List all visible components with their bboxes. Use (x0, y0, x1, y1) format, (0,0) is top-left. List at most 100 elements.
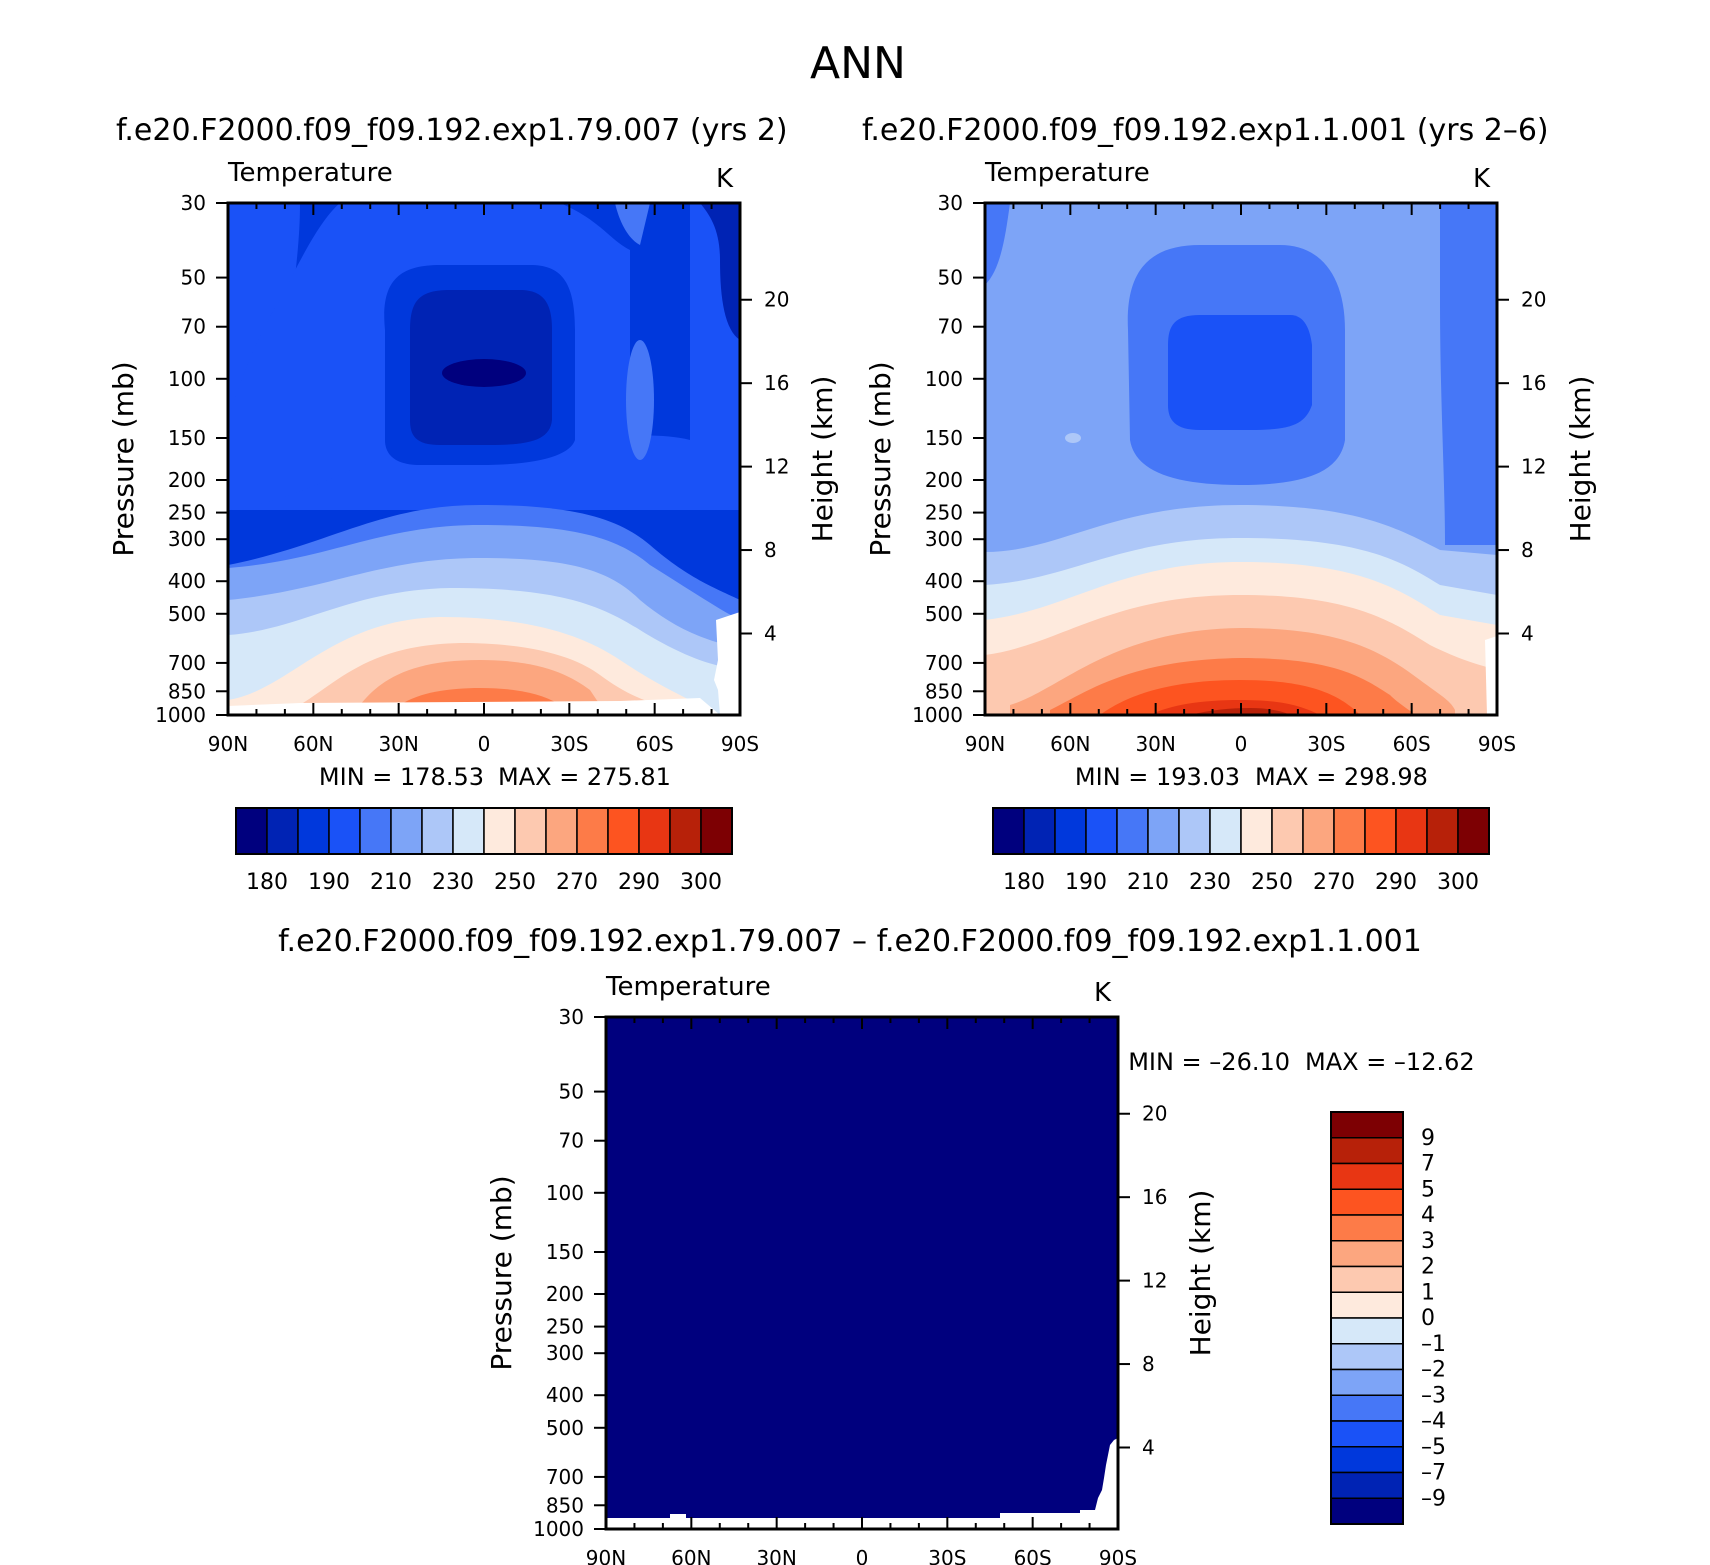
panel-a-y2label: Height (km) (806, 376, 839, 543)
y-tick-label: 700 (925, 651, 963, 675)
x-tick-label: 30N (756, 1546, 796, 1565)
panel-b-ylabel: Pressure (mb) (864, 361, 897, 556)
y-tick-label: 200 (925, 468, 963, 492)
y2-tick-label: 8 (1521, 538, 1534, 562)
x-tick-label: 30S (550, 732, 588, 756)
x-tick-label: 60S (1014, 1546, 1052, 1565)
colorbar-swatch (1330, 1368, 1404, 1396)
page-title: ANN (810, 38, 906, 89)
colorbar-label: –7 (1421, 1461, 1446, 1486)
panel-b-band-edge (1440, 203, 1497, 545)
colorbar-swatch (1178, 807, 1211, 855)
colorbar-swatch (266, 807, 299, 855)
x-tick-label: 30N (1135, 732, 1175, 756)
colorbar-swatch (1330, 1291, 1404, 1319)
panel-a-units-label: K (716, 164, 734, 194)
x-tick-label: 60N (1050, 732, 1090, 756)
y-tick-label: 30 (181, 191, 206, 215)
y-tick-label: 500 (168, 602, 206, 626)
y2-tick-label: 20 (1142, 1102, 1167, 1126)
x-tick-label: 0 (478, 732, 491, 756)
colorbar-swatch (1330, 1420, 1404, 1448)
panel-a-title: f.e20.F2000.f09_f09.192.exp1.79.007 (yrs… (116, 113, 788, 148)
colorbar-swatch (421, 807, 454, 855)
colorbar-swatch (1330, 1265, 1404, 1293)
y-tick-label: 700 (168, 651, 206, 675)
x-tick-label: 60N (671, 1546, 711, 1565)
colorbar-label: 300 (1437, 870, 1479, 895)
y-tick-label: 250 (925, 501, 963, 525)
colorbar-label: –9 (1421, 1486, 1446, 1511)
colorbar-swatch (1364, 807, 1397, 855)
colorbar-swatch (1054, 807, 1087, 855)
colorbar-swatch (359, 807, 392, 855)
y-tick-label: 1000 (912, 703, 963, 727)
panel-b-y2label: Height (km) (1564, 376, 1597, 543)
colorbar-label: –5 (1421, 1435, 1446, 1460)
colorbar-swatch (1116, 807, 1149, 855)
y-tick-label: 50 (559, 1080, 584, 1104)
colorbar-swatch (1147, 807, 1180, 855)
y-tick-label: 100 (168, 367, 206, 391)
y-tick-label: 150 (546, 1240, 584, 1264)
panel-a: Temperature K 90N 60N 30 (107, 158, 839, 895)
y2-tick-label: 16 (1521, 371, 1546, 395)
colorbar-label: 250 (1251, 870, 1293, 895)
colorbar-swatch (1209, 807, 1242, 855)
panel-a-below-ground-right (714, 612, 740, 715)
colorbar-swatch (1330, 1446, 1404, 1474)
x-tick-label: 30S (1307, 732, 1345, 756)
y-tick-label: 250 (168, 501, 206, 525)
y-tick-label: 700 (546, 1465, 584, 1489)
x-tick-label: 60S (1393, 732, 1431, 756)
y2-tick-label: 16 (1142, 1185, 1167, 1209)
diff-variable-label: Temperature (605, 972, 771, 1002)
panel-a-colorbar: 180 190 210 230 250 270 290 300 (235, 807, 733, 895)
diff-units-label: K (1094, 978, 1112, 1008)
panel-b-units-label: K (1473, 164, 1491, 194)
x-tick-label: 30N (378, 732, 418, 756)
diff-band-fill (606, 1017, 1118, 1529)
y2-tick-label: 4 (1142, 1435, 1155, 1459)
diff-below-ground (606, 1438, 1118, 1529)
y-tick-label: 500 (546, 1416, 584, 1440)
colorbar-swatch (1330, 1497, 1404, 1525)
colorbar-swatch (483, 807, 516, 855)
colorbar-swatch (1240, 807, 1273, 855)
colorbar-label: 270 (1313, 870, 1355, 895)
colorbar-label: 1 (1421, 1280, 1435, 1305)
colorbar-frame (992, 807, 1490, 855)
y-tick-label: 150 (925, 426, 963, 450)
colorbar-swatch (1085, 807, 1118, 855)
y2-tick-label: 4 (764, 621, 777, 645)
x-tick-label: 90N (586, 1546, 626, 1565)
y-tick-label: 70 (181, 315, 206, 339)
panel-a-band-coldest-core (442, 359, 526, 387)
colorbar-swatch (607, 807, 640, 855)
colorbar-label: 190 (308, 870, 350, 895)
y-tick-label: 150 (168, 426, 206, 450)
colorbar-label: 4 (1421, 1203, 1435, 1228)
colorbar-label: –2 (1421, 1358, 1446, 1383)
x-tick-label: 0 (856, 1546, 869, 1565)
y-tick-label: 300 (925, 527, 963, 551)
colorbar-label: 7 (1421, 1152, 1435, 1177)
colorbar-swatch (1330, 1240, 1404, 1268)
colorbar-swatch (452, 807, 485, 855)
diff-axes: 90N 60N 30N 0 30S 60S 90S 30 50 70 100 150 200 250300… (533, 1005, 1167, 1565)
colorbar-swatch (700, 807, 733, 855)
x-tick-label: 60N (293, 732, 333, 756)
colorbar-label: 5 (1421, 1177, 1435, 1202)
colorbar-swatch (235, 807, 268, 855)
panel-a-ylabel: Pressure (mb) (107, 361, 140, 556)
x-tick-label: 90N (965, 732, 1005, 756)
diff-ylabel: Pressure (mb) (485, 1175, 518, 1370)
x-tick-label: 90S (1099, 1546, 1137, 1565)
colorbar-label: 180 (1003, 870, 1045, 895)
y2-tick-label: 12 (1142, 1269, 1167, 1293)
x-tick-label: 60S (636, 732, 674, 756)
y2-tick-label: 20 (1521, 288, 1546, 312)
panel-a-contour-field (228, 203, 740, 715)
panel-b-variable-label: Temperature (984, 158, 1150, 188)
colorbar-swatch (1426, 807, 1459, 855)
